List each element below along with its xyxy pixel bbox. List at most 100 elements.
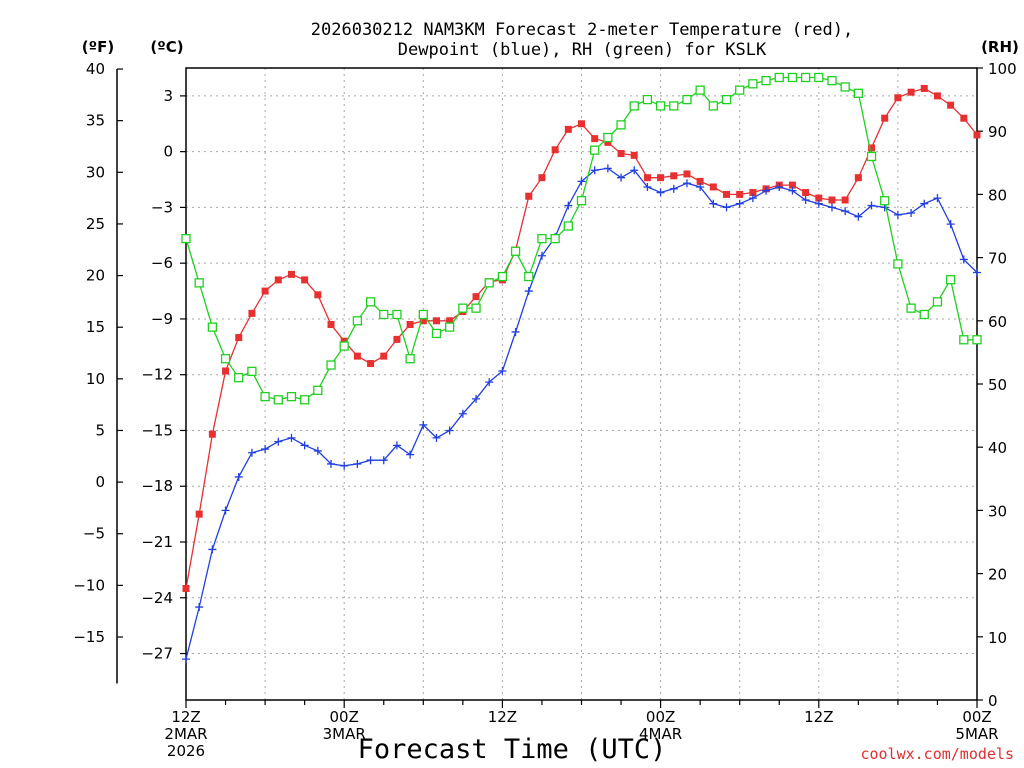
celsius-unit-label: (ºC) bbox=[150, 38, 183, 56]
dewpoint-point bbox=[208, 545, 217, 554]
x-tick-label: 3MAR bbox=[323, 725, 366, 743]
rh-tick-label: 100 bbox=[988, 60, 1017, 78]
rh-point bbox=[392, 309, 402, 320]
rh-point bbox=[932, 297, 943, 307]
dewpoint-point bbox=[274, 437, 283, 446]
temperature-point bbox=[736, 190, 744, 198]
tick-labels: 30−3−6−9−12−15−18−21−24−2740353025201510… bbox=[73, 60, 1016, 760]
celsius-tick-label: 3 bbox=[163, 87, 173, 105]
dewpoint-point bbox=[221, 506, 230, 515]
temperature-point bbox=[327, 321, 335, 329]
rh-point bbox=[458, 303, 468, 313]
temperature-point bbox=[406, 321, 414, 329]
rh-point bbox=[260, 391, 270, 402]
fahrenheit-tick-label: 20 bbox=[86, 267, 105, 285]
dewpoint-point bbox=[432, 433, 441, 442]
fahrenheit-tick-label: 30 bbox=[86, 163, 105, 181]
rh-point bbox=[906, 303, 916, 313]
dewpoint-point bbox=[630, 166, 639, 175]
temperature-point bbox=[182, 584, 190, 592]
dewpoint-point bbox=[973, 268, 981, 277]
temperature-point bbox=[841, 196, 849, 204]
rh-point bbox=[708, 101, 718, 111]
temperature-point bbox=[472, 293, 480, 301]
dewpoint-point bbox=[748, 194, 757, 203]
temperature-point bbox=[854, 174, 862, 182]
temperature-point bbox=[933, 92, 941, 100]
temperature-point bbox=[208, 430, 216, 438]
temperature-point bbox=[222, 367, 230, 375]
x-tick-label: 12Z bbox=[171, 708, 200, 726]
temperature-point bbox=[564, 125, 572, 133]
data-series bbox=[181, 72, 982, 664]
rh-point bbox=[642, 94, 653, 105]
temperature-point bbox=[261, 287, 269, 295]
rh-point bbox=[972, 335, 982, 345]
rh-point bbox=[814, 72, 824, 83]
rh-point bbox=[484, 278, 494, 288]
temperature-point bbox=[907, 88, 915, 96]
dewpoint-point bbox=[366, 456, 375, 465]
rh-point bbox=[669, 101, 679, 111]
fahrenheit-tick-label: −10 bbox=[73, 576, 105, 594]
temperature-point bbox=[881, 114, 889, 122]
temperature-point bbox=[301, 276, 309, 284]
rh-point bbox=[510, 246, 521, 256]
rh-point bbox=[326, 360, 336, 370]
rh-point bbox=[207, 322, 218, 332]
celsius-tick-label: −27 bbox=[141, 645, 173, 663]
rh-point bbox=[893, 259, 903, 269]
celsius-tick-label: −18 bbox=[141, 477, 173, 495]
temperature-point bbox=[578, 120, 585, 128]
fahrenheit-tick-label: 25 bbox=[86, 215, 105, 233]
rh-tick-label: 80 bbox=[988, 186, 1007, 204]
dewpoint-point bbox=[524, 287, 533, 296]
dewpoint-point bbox=[590, 166, 599, 175]
rh-point bbox=[339, 341, 349, 351]
celsius-tick-label: −24 bbox=[141, 589, 173, 607]
dewpoint-point bbox=[788, 186, 797, 195]
rh-point bbox=[827, 75, 837, 86]
fahrenheit-tick-label: −15 bbox=[73, 628, 105, 646]
temperature-point bbox=[446, 317, 454, 325]
temperature-point bbox=[802, 189, 810, 197]
celsius-tick-label: −15 bbox=[141, 421, 173, 439]
rh-tick-label: 0 bbox=[988, 692, 998, 710]
temperature-point bbox=[920, 84, 928, 92]
temperature-point bbox=[723, 190, 731, 198]
celsius-tick-label: −12 bbox=[141, 366, 173, 384]
dewpoint-point bbox=[801, 195, 810, 204]
rh-point bbox=[220, 354, 231, 364]
temperature-point bbox=[630, 151, 638, 159]
rh-point bbox=[550, 233, 560, 244]
rh-point bbox=[721, 94, 732, 105]
temperature-point bbox=[815, 194, 823, 202]
rh-tick-label: 70 bbox=[988, 250, 1007, 268]
rh-point bbox=[616, 120, 626, 130]
temperature-point bbox=[709, 183, 717, 191]
dewpoint-point bbox=[419, 420, 428, 429]
temperature-point bbox=[868, 144, 876, 152]
fahrenheit-tick-label: 0 bbox=[95, 473, 105, 491]
dewpoint-point bbox=[775, 182, 784, 191]
fahrenheit-tick-label: 10 bbox=[86, 370, 105, 388]
celsius-tick-label: −9 bbox=[151, 310, 173, 328]
rh-point bbox=[590, 145, 600, 155]
dewpoint-point bbox=[406, 450, 415, 459]
temperature-point bbox=[432, 317, 440, 325]
rh-point bbox=[866, 151, 877, 162]
x-axis-title: Forecast Time (UTC) bbox=[358, 734, 667, 765]
rh-point bbox=[655, 101, 666, 111]
dewpoint-point bbox=[485, 378, 494, 387]
x-tick-label: 00Z bbox=[330, 708, 359, 726]
dewpoint-point bbox=[827, 203, 836, 212]
rh-point bbox=[273, 395, 283, 405]
dewpoint-point bbox=[946, 220, 955, 229]
temperature-point bbox=[235, 334, 243, 342]
dewpoint-point bbox=[577, 177, 586, 186]
grid-lines bbox=[186, 68, 977, 700]
rh-tick-label: 90 bbox=[988, 123, 1007, 141]
temperature-point bbox=[643, 174, 651, 182]
temperature-point bbox=[894, 94, 902, 102]
